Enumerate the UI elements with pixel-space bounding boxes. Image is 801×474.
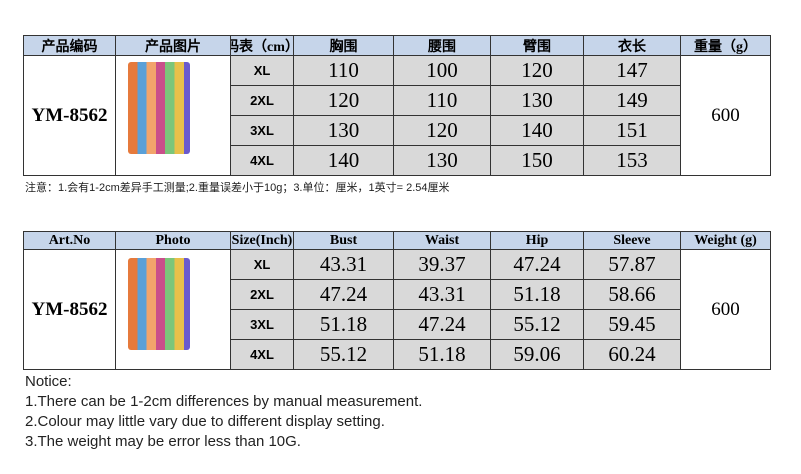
header-cell: Weight (g): [680, 231, 771, 250]
measure-cell: 43.31: [293, 249, 394, 280]
measure-cell: 100: [393, 55, 491, 86]
header-cell: Photo: [115, 231, 231, 250]
product-code: YM-8562: [23, 249, 116, 370]
measure-cell: 59.06: [490, 339, 584, 370]
header-cell: Hip: [490, 231, 584, 250]
note: 2.Colour may little vary due to differen…: [25, 412, 385, 430]
note: Notice:: [25, 372, 72, 390]
measure-cell: 58.66: [583, 279, 681, 310]
header-cell: 臂围: [490, 35, 584, 56]
measure-cell: 47.24: [293, 279, 394, 310]
size-cell: XL: [230, 249, 294, 280]
measure-cell: 153: [583, 145, 681, 176]
header-cell: 重量（g）: [680, 35, 771, 56]
measure-cell: 51.18: [393, 339, 491, 370]
header-cell: 胸围: [293, 35, 394, 56]
measure-cell: 120: [393, 115, 491, 146]
size-cell: 2XL: [230, 279, 294, 310]
size-cell: 4XL: [230, 145, 294, 176]
header-cell: 腰围: [393, 35, 491, 56]
measure-cell: 39.37: [393, 249, 491, 280]
size-cell: XL: [230, 55, 294, 86]
measure-cell: 149: [583, 85, 681, 116]
measure-cell: 47.24: [490, 249, 584, 280]
header-cell: 产品编码: [23, 35, 116, 56]
measure-cell: 51.18: [293, 309, 394, 340]
measure-cell: 140: [293, 145, 394, 176]
product-photo: [128, 258, 190, 350]
header-cell: Waist: [393, 231, 491, 250]
weight: 600: [680, 55, 771, 176]
measure-cell: 57.87: [583, 249, 681, 280]
measure-cell: 130: [293, 115, 394, 146]
header-cell: 码表（cm）: [230, 35, 294, 56]
header-cell: Size(Inch): [230, 231, 294, 250]
header-cell: 产品图片: [115, 35, 231, 56]
measure-cell: 43.31: [393, 279, 491, 310]
measure-cell: 150: [490, 145, 584, 176]
size-cell: 3XL: [230, 115, 294, 146]
header-cell: Art.No: [23, 231, 116, 250]
note: 1.There can be 1-2cm differences by manu…: [25, 392, 423, 410]
measure-cell: 55.12: [293, 339, 394, 370]
header-cell: Sleeve: [583, 231, 681, 250]
product-photo: [128, 62, 190, 154]
note: 注意：1.会有1-2cm差异手工测量;2.重量误差小于10g；3.单位：厘米，1…: [25, 181, 450, 194]
size-cell: 2XL: [230, 85, 294, 116]
measure-cell: 130: [490, 85, 584, 116]
weight: 600: [680, 249, 771, 370]
header-cell: Bust: [293, 231, 394, 250]
note: 3.The weight may be error less than 10G.: [25, 432, 301, 450]
measure-cell: 140: [490, 115, 584, 146]
measure-cell: 110: [293, 55, 394, 86]
measure-cell: 120: [490, 55, 584, 86]
measure-cell: 51.18: [490, 279, 584, 310]
header-cell: 衣长: [583, 35, 681, 56]
measure-cell: 60.24: [583, 339, 681, 370]
product-code: YM-8562: [23, 55, 116, 176]
measure-cell: 47.24: [393, 309, 491, 340]
measure-cell: 130: [393, 145, 491, 176]
measure-cell: 120: [293, 85, 394, 116]
size-cell: 4XL: [230, 339, 294, 370]
size-cell: 3XL: [230, 309, 294, 340]
measure-cell: 59.45: [583, 309, 681, 340]
measure-cell: 110: [393, 85, 491, 116]
measure-cell: 55.12: [490, 309, 584, 340]
measure-cell: 151: [583, 115, 681, 146]
measure-cell: 147: [583, 55, 681, 86]
